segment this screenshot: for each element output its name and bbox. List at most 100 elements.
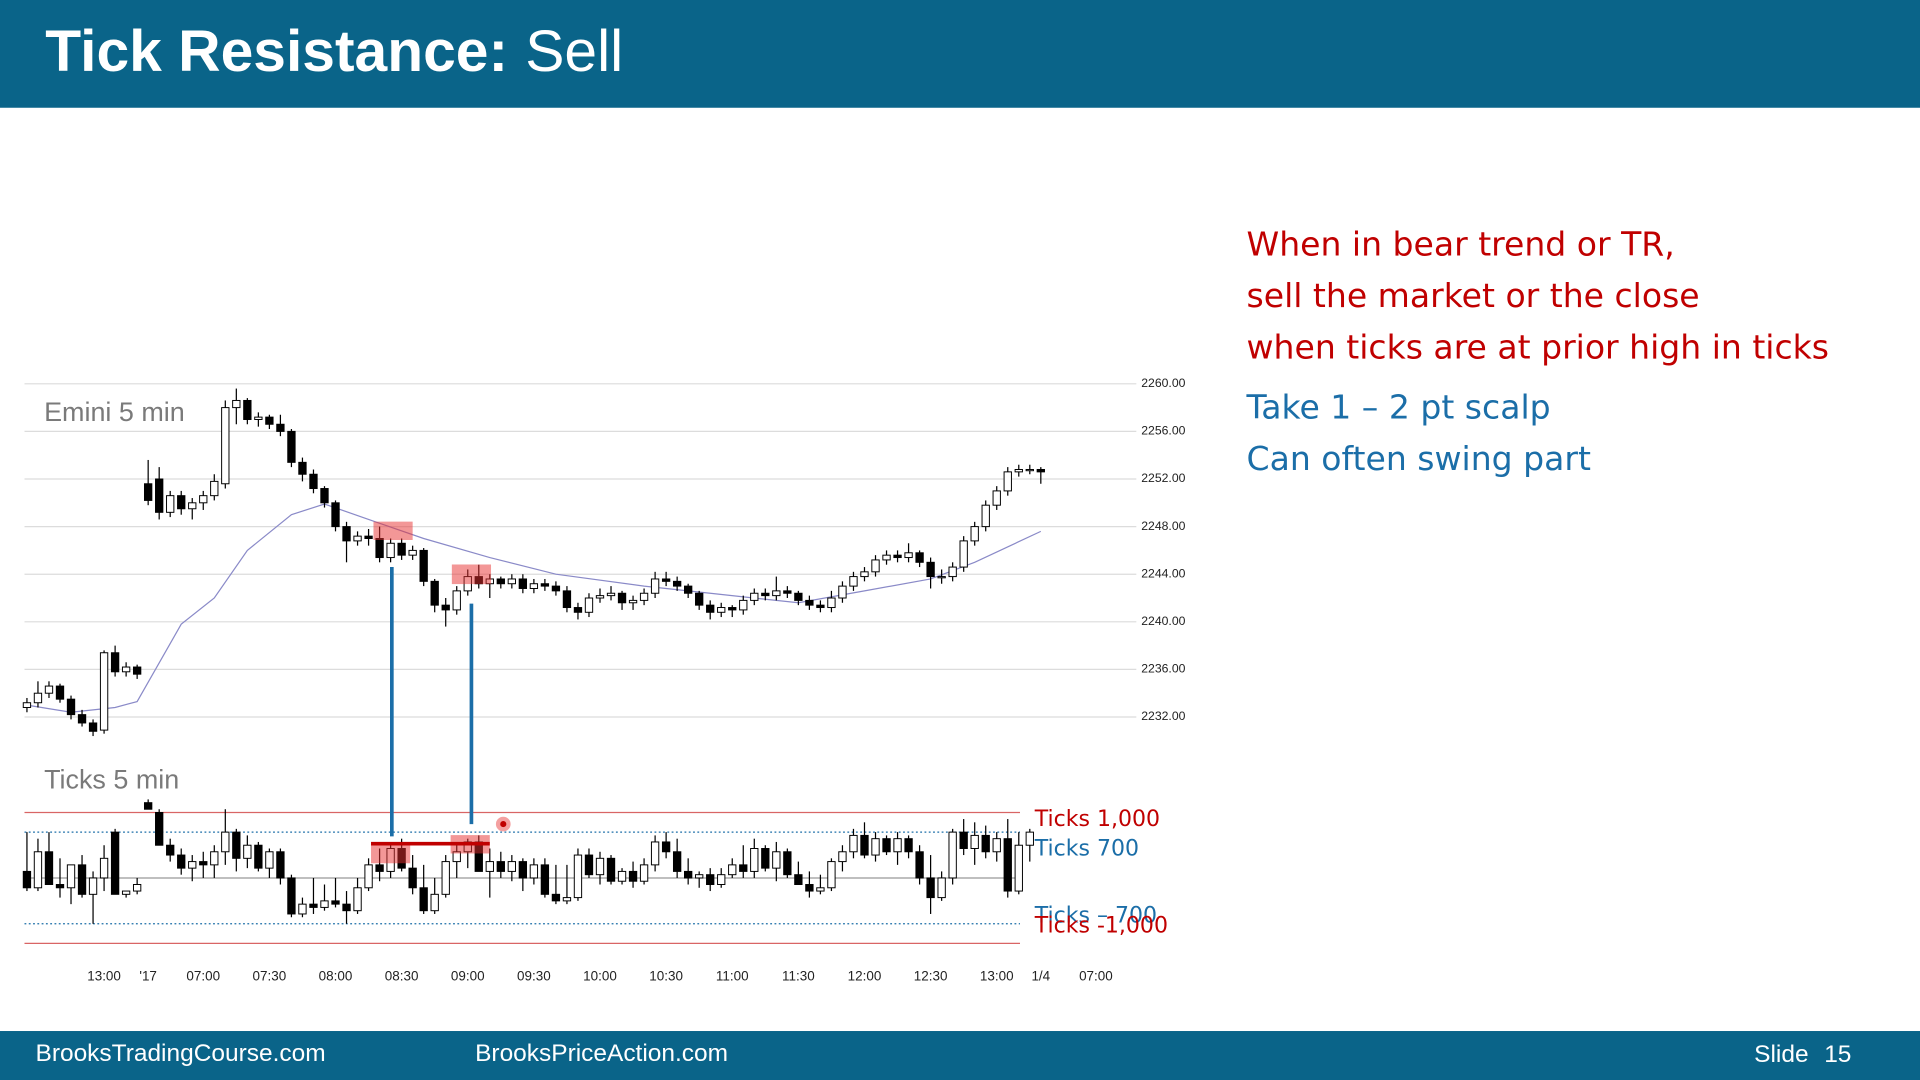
x-tick-label: 11:00 <box>716 969 749 984</box>
bull-body <box>1014 844 1023 892</box>
x-tick-label: 07:00 <box>1079 969 1113 984</box>
note-line: When in bear trend or TR, <box>1247 225 1675 264</box>
bear-body <box>496 861 505 872</box>
bear-body <box>783 590 792 594</box>
bear-body <box>573 607 583 613</box>
bull-body <box>595 857 605 876</box>
bear-body <box>739 864 748 872</box>
y-tick-label: 2248.00 <box>1141 519 1185 533</box>
bull-body <box>739 599 748 611</box>
bull-body <box>1014 468 1023 473</box>
bull-body <box>44 685 54 694</box>
bull-body <box>816 887 825 892</box>
annotations <box>371 521 511 864</box>
bear-body <box>540 864 550 895</box>
y-tick-label: 2252.00 <box>1141 471 1185 485</box>
bull-body <box>838 851 847 863</box>
bear-body <box>375 864 384 872</box>
bear-body <box>518 861 528 879</box>
footer-bar <box>0 1031 1920 1080</box>
y-tick-label: 2232.00 <box>1141 709 1185 723</box>
y-tick-label: 2236.00 <box>1141 662 1185 676</box>
bear-body <box>309 473 318 490</box>
bear-body <box>232 831 241 859</box>
bull-body <box>1003 471 1012 492</box>
bull-body <box>584 597 594 613</box>
y-tick-label: 2256.00 <box>1141 424 1185 438</box>
bull-body <box>99 652 109 731</box>
bear-body <box>551 893 561 902</box>
bear-body <box>981 834 990 853</box>
note-line: when ticks are at prior high in ticks <box>1247 327 1829 366</box>
bear-body <box>287 877 296 915</box>
note-line: sell the market or the close <box>1247 276 1700 315</box>
slide-label: Slide <box>1754 1041 1808 1068</box>
bull-body <box>695 874 704 879</box>
bear-body <box>331 900 340 905</box>
bear-body <box>926 877 935 899</box>
bull-body <box>353 535 362 542</box>
bull-body <box>750 592 759 601</box>
bear-body <box>794 874 803 885</box>
bear-body <box>794 592 803 601</box>
x-tick-label: 07:30 <box>253 969 287 984</box>
bull-body <box>970 526 979 542</box>
bear-body <box>88 722 98 732</box>
bull-body <box>595 595 605 599</box>
bull-body <box>320 900 329 908</box>
slide-title: Tick Resistance: Sell <box>45 19 623 84</box>
bear-body <box>177 854 186 869</box>
y-tick-label: 2244.00 <box>1141 566 1185 580</box>
footer-link: BrooksPriceAction.com <box>475 1040 728 1067</box>
bear-body <box>695 592 704 606</box>
bull-body <box>992 838 1001 853</box>
highlight <box>371 844 411 864</box>
bull-body <box>849 576 858 587</box>
bear-body <box>672 851 682 872</box>
bull-body <box>948 831 957 879</box>
x-tick-label: 07:00 <box>186 969 220 984</box>
bull-body <box>772 851 781 869</box>
bull-body <box>166 495 175 513</box>
bear-body <box>144 802 153 810</box>
panel-title: Emini 5 min <box>44 397 185 427</box>
bear-body <box>661 578 671 582</box>
bull-body <box>617 870 627 882</box>
bear-body <box>540 583 550 587</box>
cursor-dot <box>500 821 507 828</box>
x-tick-label: 09:30 <box>517 969 551 984</box>
bear-body <box>199 861 208 866</box>
bear-body <box>110 652 120 673</box>
bull-body <box>871 559 880 573</box>
bull-body <box>132 884 142 892</box>
bull-body <box>22 702 32 708</box>
bear-body <box>761 848 770 869</box>
note-line: Can often swing part <box>1247 439 1591 478</box>
bear-body <box>331 502 340 528</box>
slide-number: 15 <box>1824 1041 1851 1068</box>
bear-body <box>684 585 693 594</box>
bear-body <box>1036 468 1045 473</box>
bull-body <box>639 864 649 882</box>
bull-body <box>99 857 109 879</box>
bull-body <box>937 576 946 579</box>
y-tick-label: 2260.00 <box>1141 376 1185 390</box>
bear-body <box>628 870 638 882</box>
bull-body <box>639 592 649 601</box>
bear-body <box>320 488 329 504</box>
bull-body <box>66 864 76 889</box>
bear-body <box>959 831 968 849</box>
bull-body <box>562 897 572 902</box>
x-tick-label: 12:00 <box>848 969 882 984</box>
bull-body <box>1025 831 1034 846</box>
bear-body <box>243 399 252 420</box>
bear-body <box>342 903 351 912</box>
bear-body <box>915 552 924 563</box>
bull-body <box>232 399 241 409</box>
bull-body <box>849 834 858 853</box>
bear-body <box>66 698 76 716</box>
bear-body <box>155 478 164 513</box>
bear-body <box>309 903 318 908</box>
bear-body <box>706 604 715 613</box>
bear-body <box>706 874 715 885</box>
